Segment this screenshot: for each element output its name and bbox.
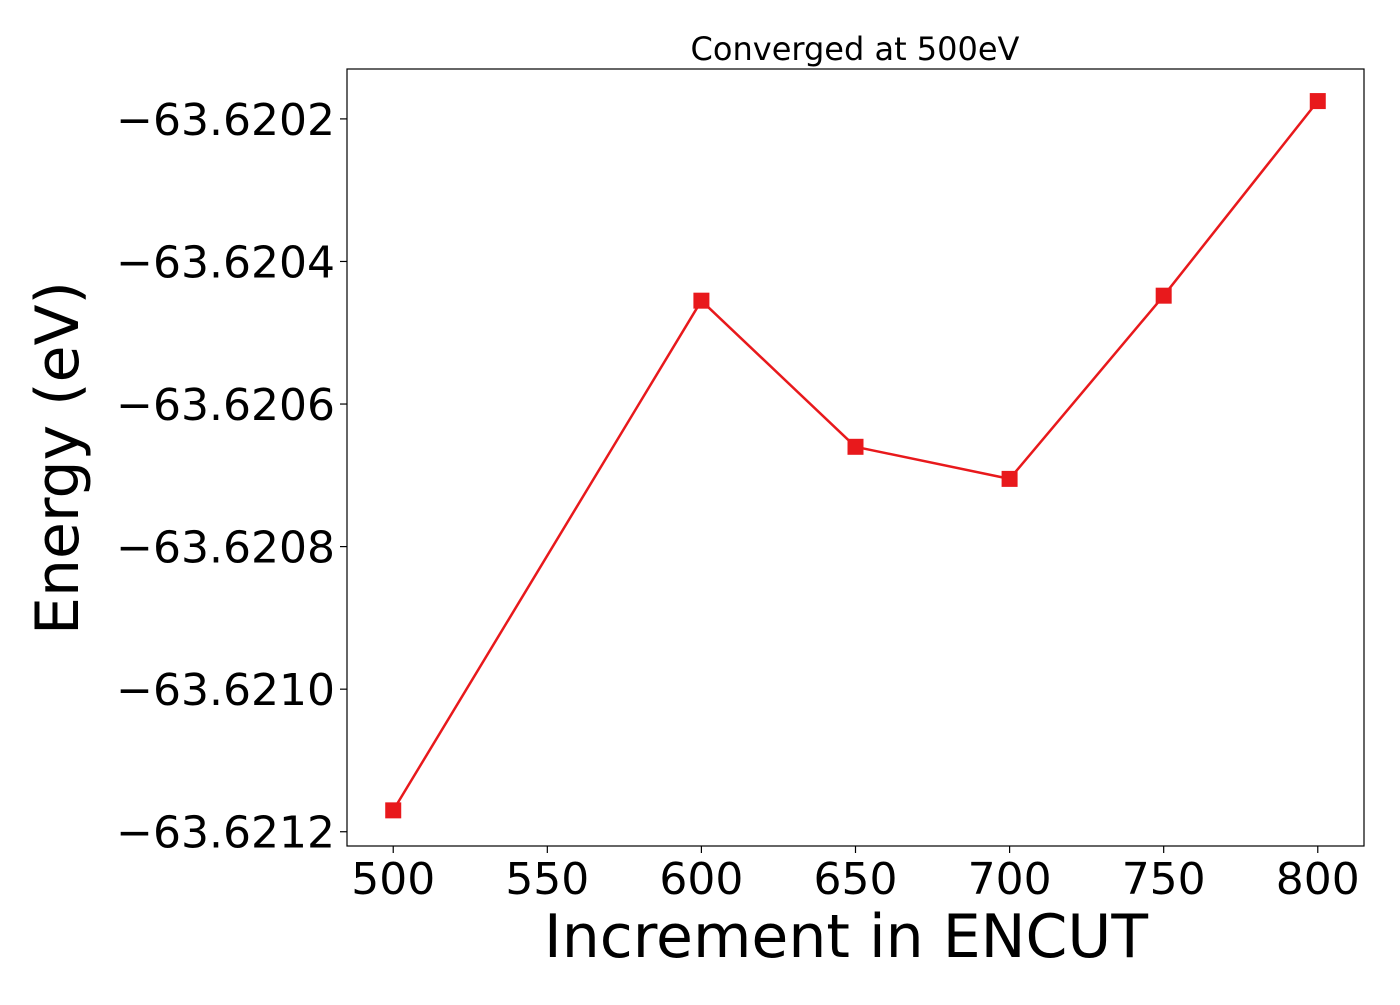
data-point-marker xyxy=(385,802,402,819)
series-line xyxy=(392,100,1319,812)
x-tick-label: 650 xyxy=(814,854,898,905)
x-ticks: 500 550 600 650 700 750 800 xyxy=(351,846,1360,905)
x-tick-label: 750 xyxy=(1122,854,1206,905)
y-tick-label: −63.6204 xyxy=(116,237,335,288)
data-point-marker xyxy=(1309,93,1326,110)
y-tick-label: −63.6210 xyxy=(116,665,335,716)
series-layer xyxy=(385,93,1326,819)
plot-area xyxy=(346,68,1365,847)
x-tick-label: 500 xyxy=(351,854,435,905)
y-tick-label: −63.6212 xyxy=(116,808,335,859)
data-point-marker xyxy=(847,438,864,455)
data-point-marker xyxy=(1001,470,1018,487)
y-axis-label: Energy (eV) xyxy=(23,281,93,635)
x-axis-label: Increment in ENCUT xyxy=(544,902,1148,972)
y-tick-label: −63.6206 xyxy=(116,380,335,431)
y-tick-label: −63.6208 xyxy=(116,523,335,574)
data-point-marker xyxy=(1155,287,1172,304)
chart-title: Converged at 500eV xyxy=(691,30,1020,68)
data-point-marker xyxy=(693,292,710,309)
x-tick-label: 550 xyxy=(505,854,589,905)
x-tick-label: 600 xyxy=(659,854,743,905)
x-tick-label: 700 xyxy=(968,854,1052,905)
y-ticks: −63.6202 −63.6204 −63.6206 −63.6208 −63.6210… xyxy=(116,95,347,859)
y-tick-label: −63.6202 xyxy=(116,95,335,146)
x-tick-label: 800 xyxy=(1276,854,1360,905)
